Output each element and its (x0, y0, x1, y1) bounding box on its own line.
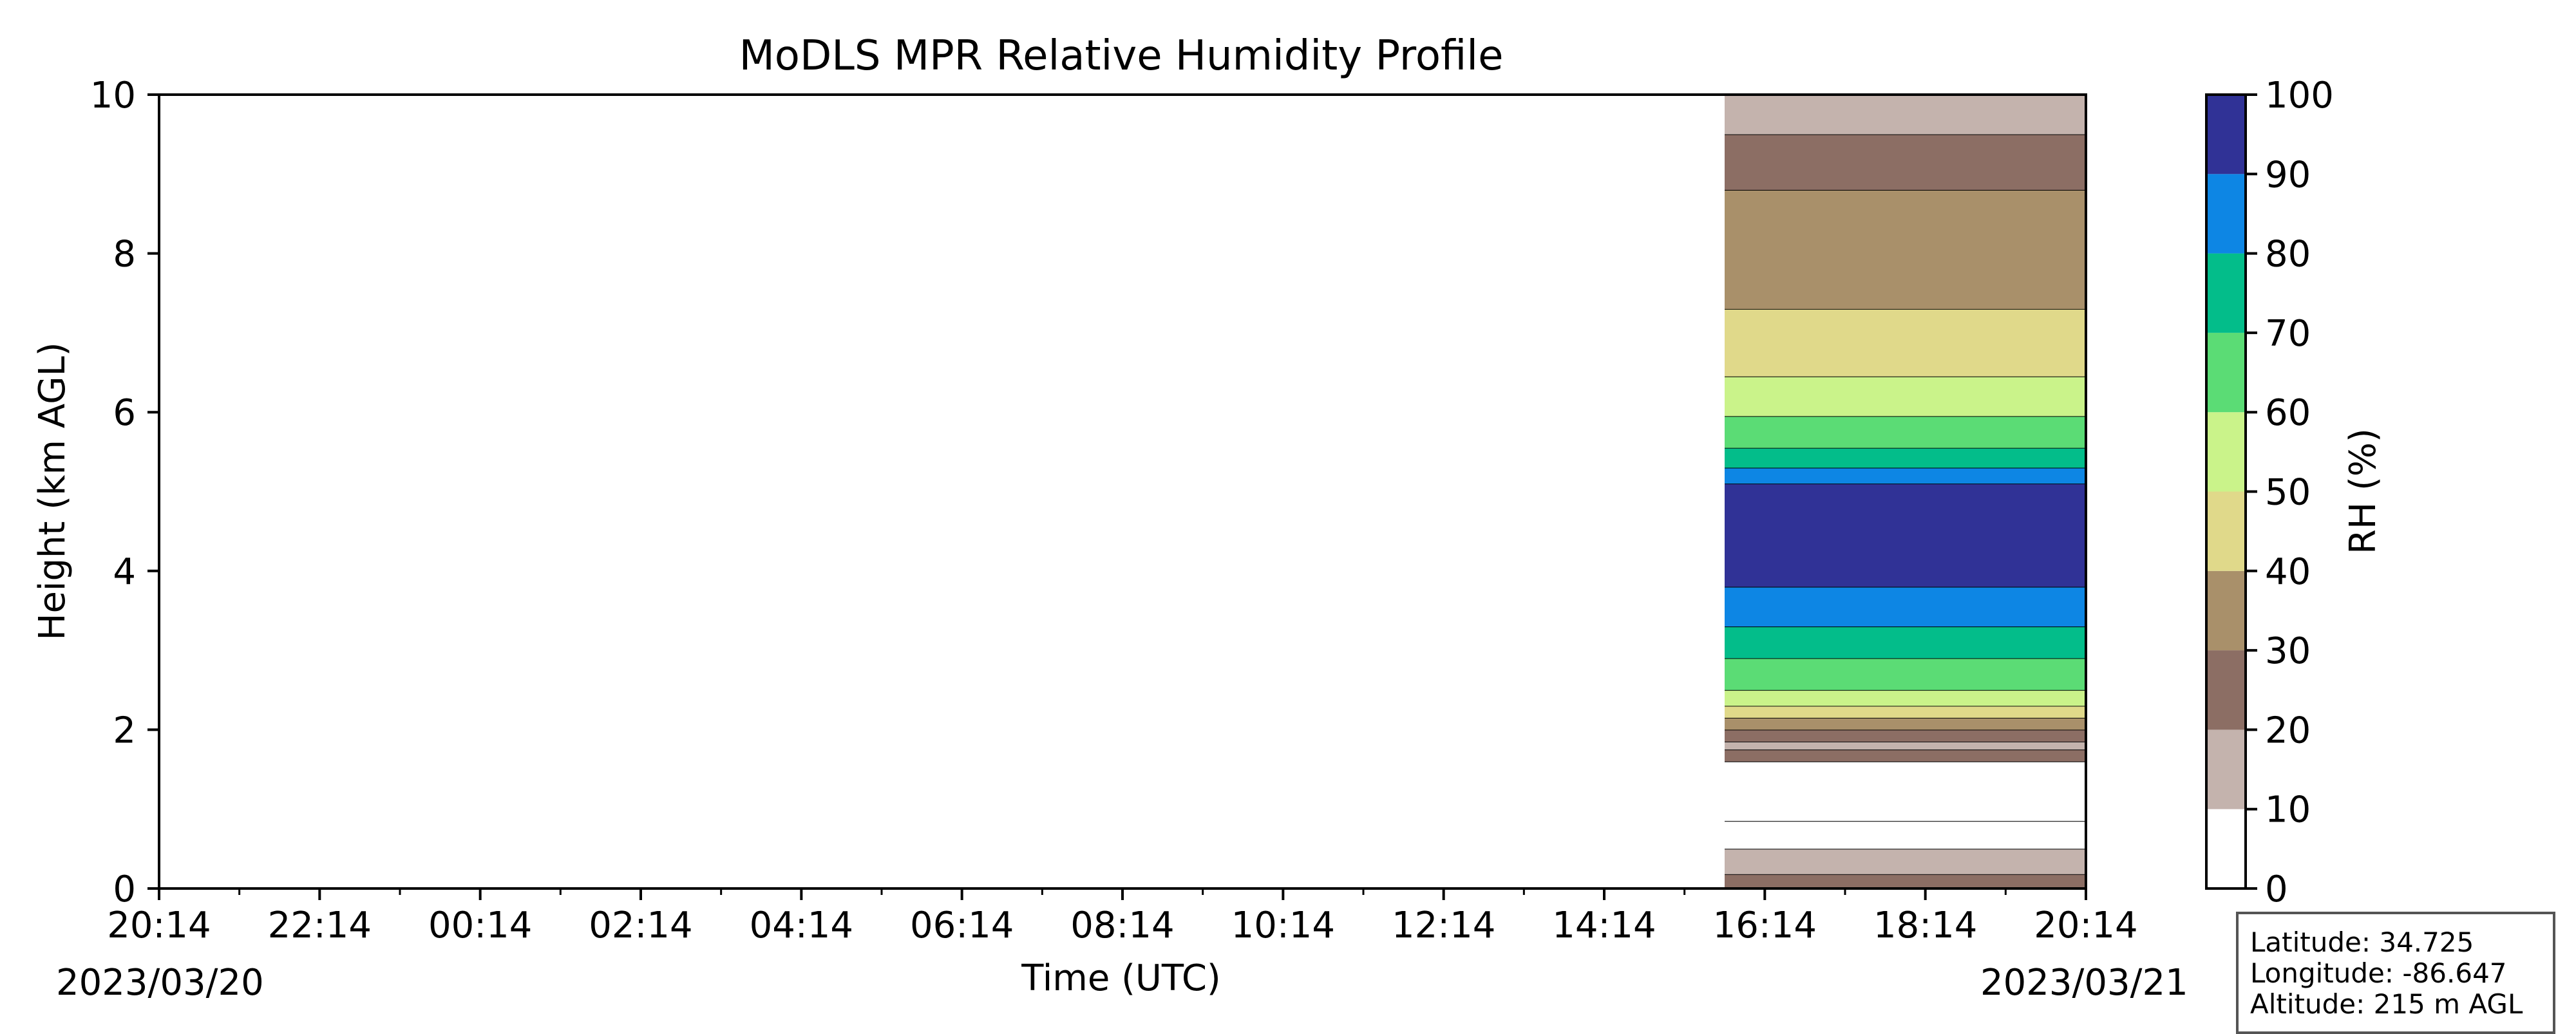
rh-band-8 (1725, 706, 2086, 718)
colorbar-tick-label-8: 80 (2265, 234, 2311, 276)
colorbar-swatch-8 (2206, 174, 2246, 254)
x-tick-label-5: 06:14 (910, 905, 1014, 946)
colorbar-tick-label-1: 10 (2265, 789, 2311, 831)
x-tick-label-12: 20:14 (2034, 905, 2137, 946)
rh-band-12 (1725, 587, 2086, 627)
colorbar-swatch-4 (2206, 491, 2246, 571)
y-axis-label: Height (km AGL) (32, 342, 73, 640)
colorbar-tick-label-5: 50 (2265, 472, 2311, 514)
x-tick-label-10: 16:14 (1713, 905, 1817, 946)
colorbar-label: RH (%) (2342, 428, 2384, 554)
x-tick-label-6: 08:14 (1070, 905, 1174, 946)
colorbar-tick-label-0: 0 (2265, 869, 2288, 910)
colorbar-tick-label-4: 40 (2265, 551, 2311, 593)
rh-band-3 (1725, 761, 2086, 822)
rh-band-6 (1725, 729, 2086, 742)
rh-band-0 (1725, 874, 2086, 888)
colorbar-tick-label-2: 20 (2265, 710, 2311, 751)
colorbar-swatch-0 (2206, 809, 2246, 888)
rh-band-21 (1725, 95, 2086, 135)
colorbar-tick-label-7: 70 (2265, 313, 2311, 355)
start-date-label: 2023/03/20 (56, 962, 264, 1004)
x-tick-label-1: 22:14 (268, 905, 372, 946)
colorbar-tick-label-10: 100 (2265, 75, 2334, 117)
colorbar-swatch-6 (2206, 332, 2246, 413)
y-tick-label-0: 0 (113, 869, 136, 910)
x-tick-label-7: 10:14 (1231, 905, 1335, 946)
rh-band-9 (1725, 690, 2086, 706)
rh-band-17 (1725, 376, 2086, 417)
rh-band-18 (1725, 308, 2086, 377)
latitude-text: Latitude: 34.725 (2250, 926, 2474, 958)
station-info-box: Latitude: 34.725 Longitude: -86.647 Alti… (2236, 912, 2555, 1034)
y-axis: 0 2 4 6 8 10 (90, 75, 159, 910)
colorbar-swatch-5 (2206, 412, 2246, 492)
y-tick-label-5: 10 (90, 75, 136, 117)
colorbar-swatch-2 (2206, 650, 2246, 730)
rh-band-2 (1725, 821, 2086, 849)
rh-band-14 (1725, 467, 2086, 484)
rh-band-4 (1725, 749, 2086, 762)
y-tick-label-4: 8 (113, 234, 136, 276)
x-tick-label-4: 04:14 (750, 905, 853, 946)
altitude-text: Altitude: 215 m AGL (2250, 988, 2523, 1020)
colorbar-tick-label-6: 60 (2265, 392, 2311, 434)
colorbar-tick-label-3: 30 (2265, 630, 2311, 672)
y-tick-label-3: 6 (113, 392, 136, 434)
x-tick-label-11: 18:14 (1873, 905, 1977, 946)
end-date-label: 2023/03/21 (1980, 962, 2188, 1004)
x-tick-label-0: 20:14 (107, 905, 211, 946)
rh-band-10 (1725, 658, 2086, 690)
colorbar-tick-label-9: 90 (2265, 154, 2311, 196)
rh-band-11 (1725, 626, 2086, 659)
rh-band-7 (1725, 717, 2086, 730)
rh-band-1 (1725, 849, 2086, 874)
y-tick-label-2: 4 (113, 551, 136, 593)
colorbar-swatch-7 (2206, 253, 2246, 333)
chart-title: MoDLS MPR Relative Humidity Profile (739, 32, 1504, 80)
longitude-text: Longitude: -86.647 (2250, 957, 2507, 989)
x-axis: 20:14 22:14 00:14 02:14 04:14 06:14 08:14 10:14… (107, 888, 2138, 946)
rh-band-16 (1725, 416, 2086, 448)
x-tick-label-9: 14:14 (1552, 905, 1656, 946)
y-tick-label-1: 2 (113, 710, 136, 751)
rh-contour-fill (1725, 94, 2086, 888)
rh-band-20 (1725, 134, 2086, 190)
rh-band-15 (1725, 447, 2086, 468)
rh-band-19 (1725, 189, 2086, 309)
colorbar-swatch-9 (2206, 95, 2246, 174)
x-tick-label-2: 00:14 (428, 905, 532, 946)
rh-band-5 (1725, 741, 2086, 750)
colorbar-swatch-1 (2206, 729, 2246, 809)
rh-band-13 (1725, 484, 2086, 587)
x-tick-label-3: 02:14 (589, 905, 692, 946)
colorbar: 0 10 20 30 40 50 60 70 80 90 100 (2205, 75, 2334, 910)
x-axis-label: Time (UTC) (1021, 957, 1221, 999)
x-tick-label-8: 12:14 (1392, 905, 1495, 946)
colorbar-swatch-3 (2206, 570, 2246, 651)
